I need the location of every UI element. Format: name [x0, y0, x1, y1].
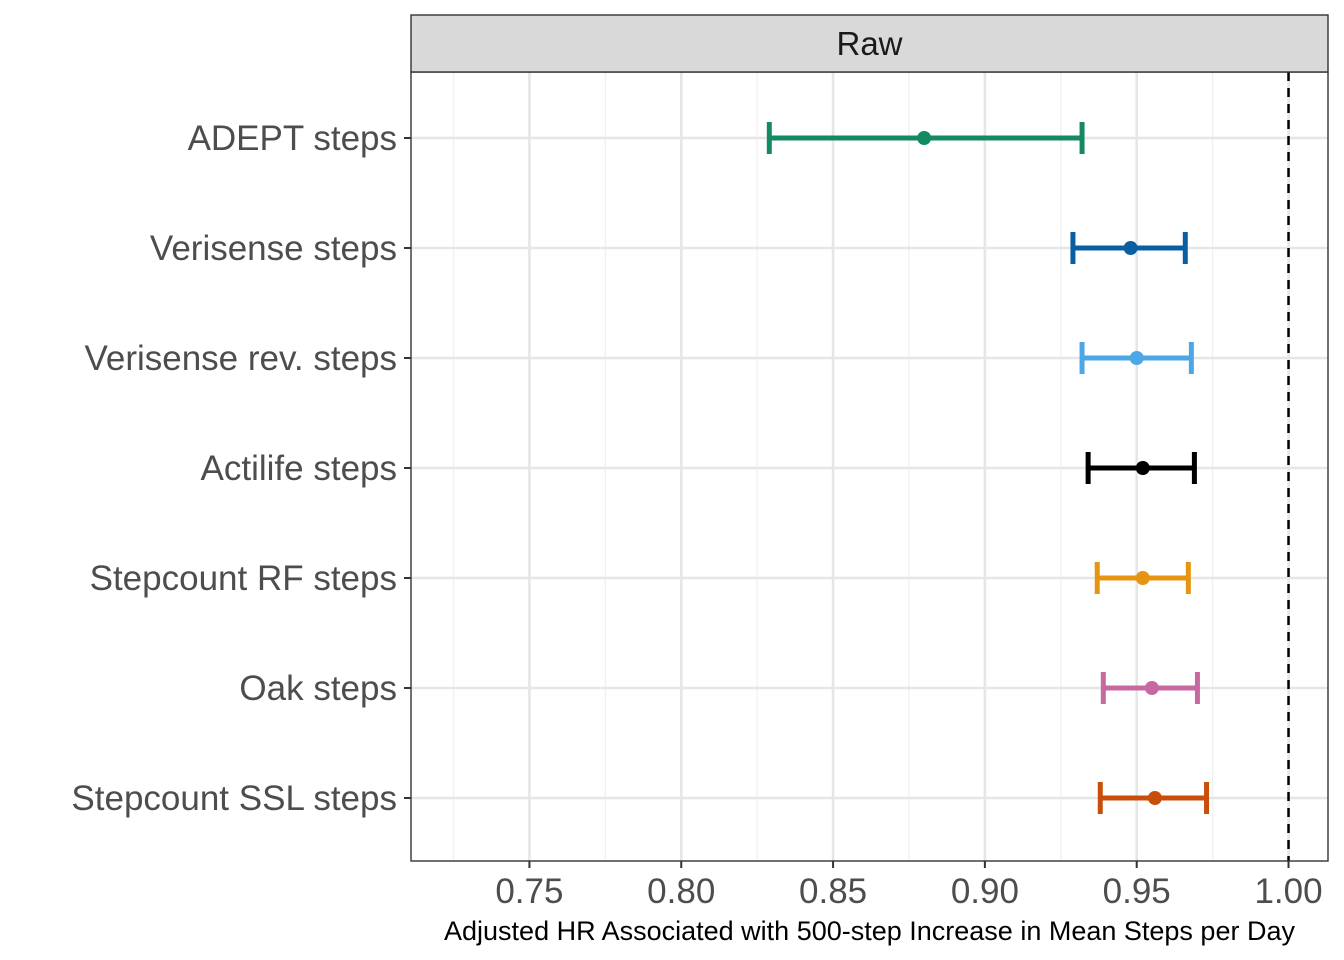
- estimate-row: [1094, 562, 1191, 594]
- x-tick-label: 0.90: [951, 872, 1019, 911]
- x-axis-title: Adjusted HR Associated with 500-step Inc…: [444, 916, 1295, 946]
- x-tick-label: 1.00: [1254, 872, 1322, 911]
- facet-strip-label: Raw: [836, 25, 902, 62]
- point-estimate: [1144, 681, 1159, 695]
- y-tick-label: Stepcount RF steps: [90, 559, 397, 598]
- point-estimate: [1123, 241, 1138, 255]
- estimate-row: [1097, 782, 1210, 814]
- y-tick-label: Verisense steps: [150, 229, 397, 268]
- estimate-row: [1070, 232, 1188, 264]
- estimate-row: [1079, 342, 1194, 374]
- point-estimate: [1147, 791, 1162, 805]
- estimate-row: [1085, 452, 1197, 484]
- point-estimate: [1135, 461, 1150, 475]
- x-tick-label: 0.95: [1103, 872, 1171, 911]
- x-tick-label: 0.75: [495, 872, 563, 911]
- point-estimate: [917, 131, 932, 145]
- y-tick-label: Actilife steps: [201, 449, 397, 488]
- y-tick-label: Oak steps: [239, 669, 397, 708]
- estimates: [766, 122, 1210, 814]
- point-estimate: [1135, 571, 1150, 585]
- x-tick-label: 0.85: [799, 872, 867, 911]
- y-tick-label: ADEPT steps: [188, 119, 397, 158]
- y-axis: ADEPT steps Verisense steps Verisense rev.…: [71, 119, 411, 818]
- estimate-row: [1100, 672, 1200, 704]
- y-tick-label: Verisense rev. steps: [84, 339, 397, 378]
- facet-strip: [410, 14, 1329, 73]
- y-tick-label: Stepcount SSL steps: [71, 779, 397, 818]
- x-axis: 0.75 0.80 0.85 0.90 0.95 1.00: [495, 861, 1323, 911]
- estimate-row: [766, 122, 1085, 154]
- x-tick-label: 0.80: [647, 872, 715, 911]
- point-estimate: [1129, 351, 1144, 365]
- minor-gridlines: [452, 72, 1214, 861]
